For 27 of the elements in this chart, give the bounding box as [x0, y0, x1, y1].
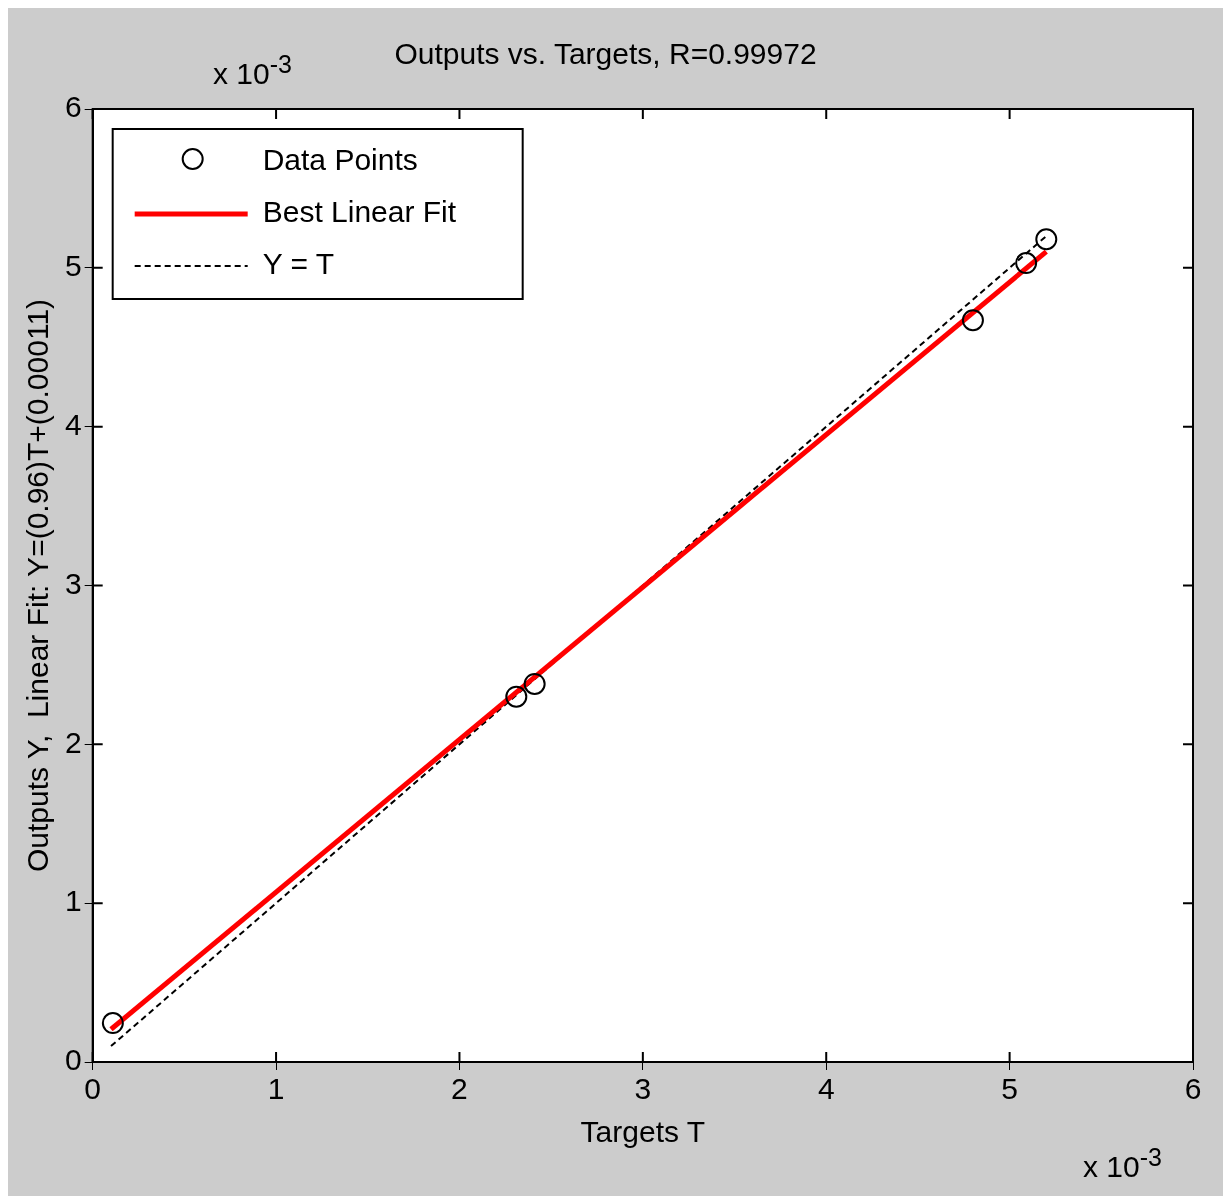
y-tick-label: 6 [65, 90, 82, 124]
y-tick-label: 0 [65, 1043, 82, 1077]
legend-label: Best Linear Fit [262, 195, 457, 229]
legend-label: Y = T [262, 247, 335, 281]
point [1015, 252, 1038, 275]
point [523, 672, 546, 695]
point [101, 1012, 124, 1035]
point [1035, 228, 1058, 251]
x-tick-label: 3 [634, 1072, 652, 1106]
point [961, 309, 984, 332]
y-tick-label: 3 [65, 566, 82, 600]
point [505, 685, 528, 708]
x-tick-label: 6 [1184, 1072, 1202, 1106]
y-tick-label: 1 [65, 884, 82, 918]
x-tick-label: 5 [1001, 1072, 1018, 1106]
y-tick-label: 5 [65, 249, 82, 283]
chart-title: Outputs vs. Targets, R=0.99972 [394, 37, 817, 71]
y-axis-title: Outputs Y, Linear Fit: Y=(0.96)T+(0.00011) [21, 298, 55, 873]
legend-label: Data Points [262, 143, 418, 177]
x-tick-label: 4 [817, 1072, 835, 1106]
y-tick-label: 2 [65, 725, 82, 759]
x-tick-label: 2 [451, 1072, 468, 1106]
y-tick-label: 4 [65, 407, 82, 441]
x-tick-label: 1 [267, 1072, 285, 1106]
text: x 10$^{-3}$ [213, 50, 292, 91]
text: x 10$^{-3}$ [1083, 1143, 1162, 1184]
x-axis-title: Targets T [580, 1115, 706, 1149]
